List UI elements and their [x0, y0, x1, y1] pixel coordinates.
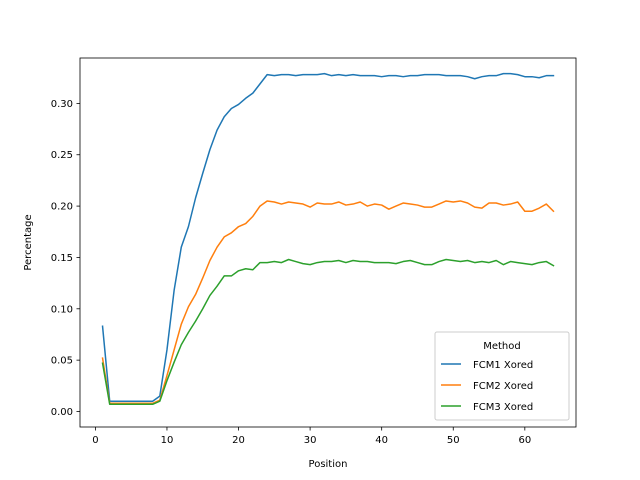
legend-box	[434, 331, 570, 421]
legend-entry-label: FCM1 Xored	[473, 360, 533, 371]
x-tick-label: 60	[518, 435, 531, 446]
legend-title: Method	[483, 341, 521, 352]
y-tick-label: 0.10	[51, 304, 73, 315]
plot-frame	[79, 57, 577, 428]
axes: 0 10 20 30 40 50 60 0.00 0.05 0.10 0.15 0.20 0.25 0.3…	[23, 57, 577, 470]
y-tick-label: 0.15	[51, 253, 73, 264]
y-tick-label: 0.20	[51, 202, 73, 213]
x-tick-label: 10	[161, 435, 174, 446]
x-axis-label: Position	[309, 459, 348, 470]
y-tick-label: 0.05	[51, 356, 73, 367]
series-line-2	[101, 200, 555, 405]
x-tick-label: 20	[232, 435, 245, 446]
x-tick-label: 40	[375, 435, 388, 446]
y-axis-label: Percentage	[23, 214, 34, 270]
x-tick-label: 0	[92, 435, 98, 446]
y-tick-label: 0.00	[51, 407, 73, 418]
y-tick-label: 0.30	[51, 99, 73, 110]
legend: Method FCM1 Xored FCM2 Xored FCM3 Xored	[434, 331, 570, 421]
series-line-3	[101, 258, 555, 406]
y-tick-label: 0.25	[51, 150, 73, 161]
legend-entry-label: FCM2 Xored	[473, 381, 533, 392]
series-lines	[101, 72, 555, 406]
x-tick-label: 30	[304, 435, 317, 446]
legend-entry-label: FCM3 Xored	[473, 402, 533, 413]
series-line-1	[101, 72, 555, 402]
x-tick-label: 50	[447, 435, 460, 446]
